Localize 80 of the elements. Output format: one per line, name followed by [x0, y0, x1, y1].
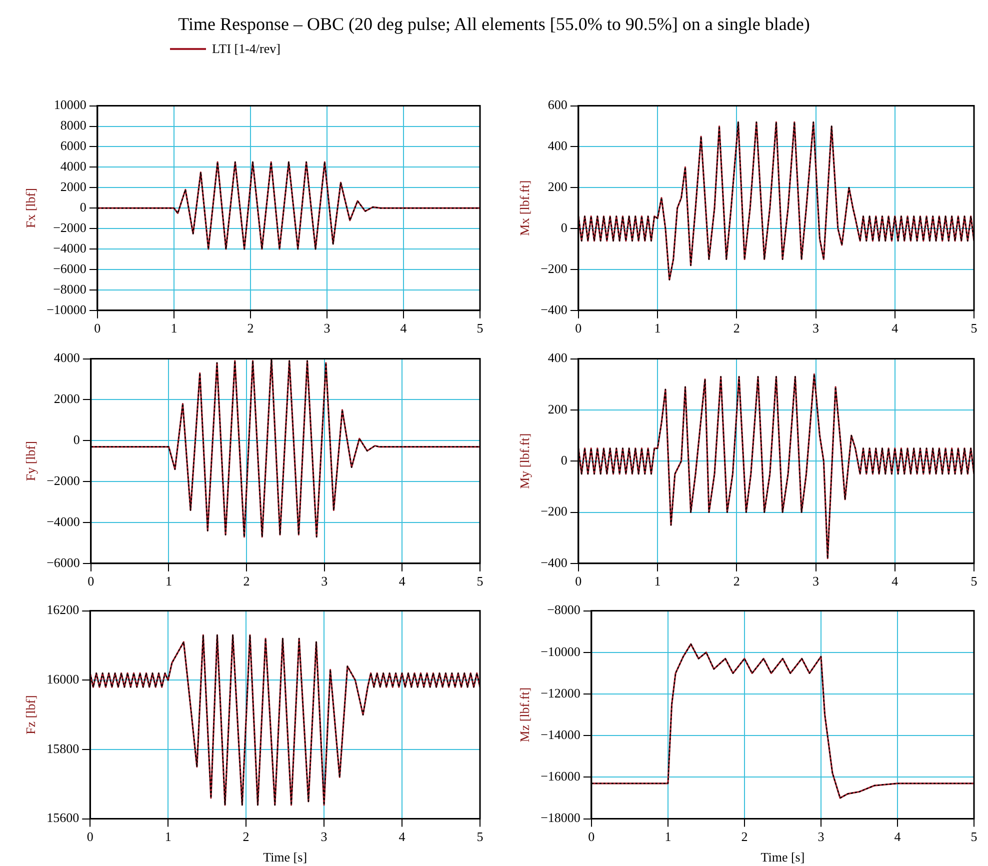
y-tick-label: −200: [540, 260, 568, 276]
y-tick-label: −4000: [46, 514, 80, 529]
x-tick-label: 5: [476, 320, 484, 336]
x-tick-label: 5: [970, 829, 978, 844]
x-tick-label: 5: [476, 574, 484, 589]
y-tick-label: 4000: [54, 350, 80, 366]
x-tick-label: 3: [320, 829, 328, 844]
y-tick-label: 2000: [54, 391, 80, 406]
x-tick-label: 2: [247, 320, 254, 336]
x-tick-label: 1: [170, 320, 178, 336]
y-axis-title: Fz [lbf]: [23, 695, 38, 734]
x-tick-label: 4: [892, 320, 899, 336]
y-tick-label: −14000: [540, 727, 580, 742]
y-tick-label: 0: [560, 452, 568, 468]
y-tick-label: 16000: [46, 672, 80, 687]
x-tick-label: 1: [654, 574, 661, 589]
x-tick-label: 2: [733, 574, 740, 589]
x-tick-label: 2: [242, 829, 250, 844]
x-tick-label: 4: [398, 574, 406, 589]
legend-label: LTI [1-4/rev]: [212, 41, 280, 57]
y-tick-label: −10000: [540, 644, 580, 659]
y-tick-label: 0: [560, 220, 568, 235]
y-tick-label: −400: [540, 554, 568, 570]
y-tick-label: −8000: [53, 281, 86, 296]
y-tick-label: −200: [540, 504, 568, 519]
x-tick-label: 5: [970, 320, 978, 336]
y-axis-title: My [lbf.ft]: [517, 433, 532, 489]
y-tick-label: −16000: [540, 768, 580, 784]
x-tick-label: 3: [812, 320, 820, 336]
y-axis-title: Fy [lbf]: [23, 441, 38, 482]
x-tick-label: 4: [892, 574, 899, 589]
y-tick-label: −8000: [547, 602, 580, 618]
x-tick-label: 4: [398, 829, 406, 844]
y-tick-label: 8000: [60, 118, 86, 133]
y-tick-label: 2000: [60, 179, 86, 194]
y-tick-label: 0: [73, 432, 80, 448]
y-tick-label: 15600: [46, 810, 80, 826]
x-tick-label: 3: [818, 829, 824, 844]
x-tick-label: 1: [165, 574, 172, 589]
x-tick-label: 5: [476, 829, 484, 844]
y-tick-label: 15800: [46, 740, 80, 756]
x-tick-label: 1: [654, 320, 661, 336]
y-tick-label: −4000: [53, 240, 86, 256]
x-tick-label: 3: [321, 574, 328, 589]
y-tick-label: 6000: [60, 138, 86, 154]
y-tick-label: −12000: [540, 685, 580, 700]
x-tick-label: 3: [812, 574, 820, 589]
y-tick-label: 400: [548, 350, 568, 366]
y-tick-label: 4000: [60, 158, 86, 174]
x-tick-label: 1: [664, 829, 672, 844]
x-tick-label: 0: [588, 829, 595, 844]
y-tick-label: −18000: [540, 810, 580, 826]
y-tick-label: 200: [548, 401, 568, 416]
x-tick-label: 3: [324, 320, 330, 336]
y-tick-label: 10000: [54, 97, 86, 112]
y-tick-label: 0: [80, 200, 86, 215]
x-axis-title: Time [s]: [760, 850, 805, 865]
y-tick-label: −2000: [46, 472, 80, 488]
x-tick-label: 2: [243, 574, 250, 589]
x-tick-label: 1: [164, 829, 172, 844]
y-tick-label: −10000: [46, 302, 86, 317]
y-axis-title: Fx [lbf]: [23, 188, 38, 228]
y-axis-title: Mz [lbf.ft]: [517, 687, 532, 742]
y-tick-label: 400: [548, 138, 568, 154]
y-tick-label: 16200: [46, 602, 80, 618]
x-axis-title: Time [s]: [263, 850, 308, 865]
x-tick-label: 0: [94, 320, 101, 336]
x-tick-label: 4: [400, 320, 408, 336]
x-tick-label: 2: [741, 829, 748, 844]
chart-title: Time Response – OBC (20 deg pulse; All elements [55.0% to 90.5%] on a single blade): [177, 14, 811, 35]
y-tick-label: −6000: [46, 554, 80, 570]
x-tick-label: 4: [894, 829, 902, 844]
y-tick-label: −6000: [53, 260, 86, 276]
y-tick-label: 600: [548, 97, 568, 112]
y-tick-label: 200: [548, 179, 568, 194]
y-axis-title: Mx [lbf.ft]: [517, 180, 532, 236]
x-tick-label: 5: [970, 574, 978, 589]
y-tick-label: −400: [540, 302, 568, 317]
x-tick-label: 2: [733, 320, 740, 336]
y-tick-label: −2000: [53, 220, 86, 235]
